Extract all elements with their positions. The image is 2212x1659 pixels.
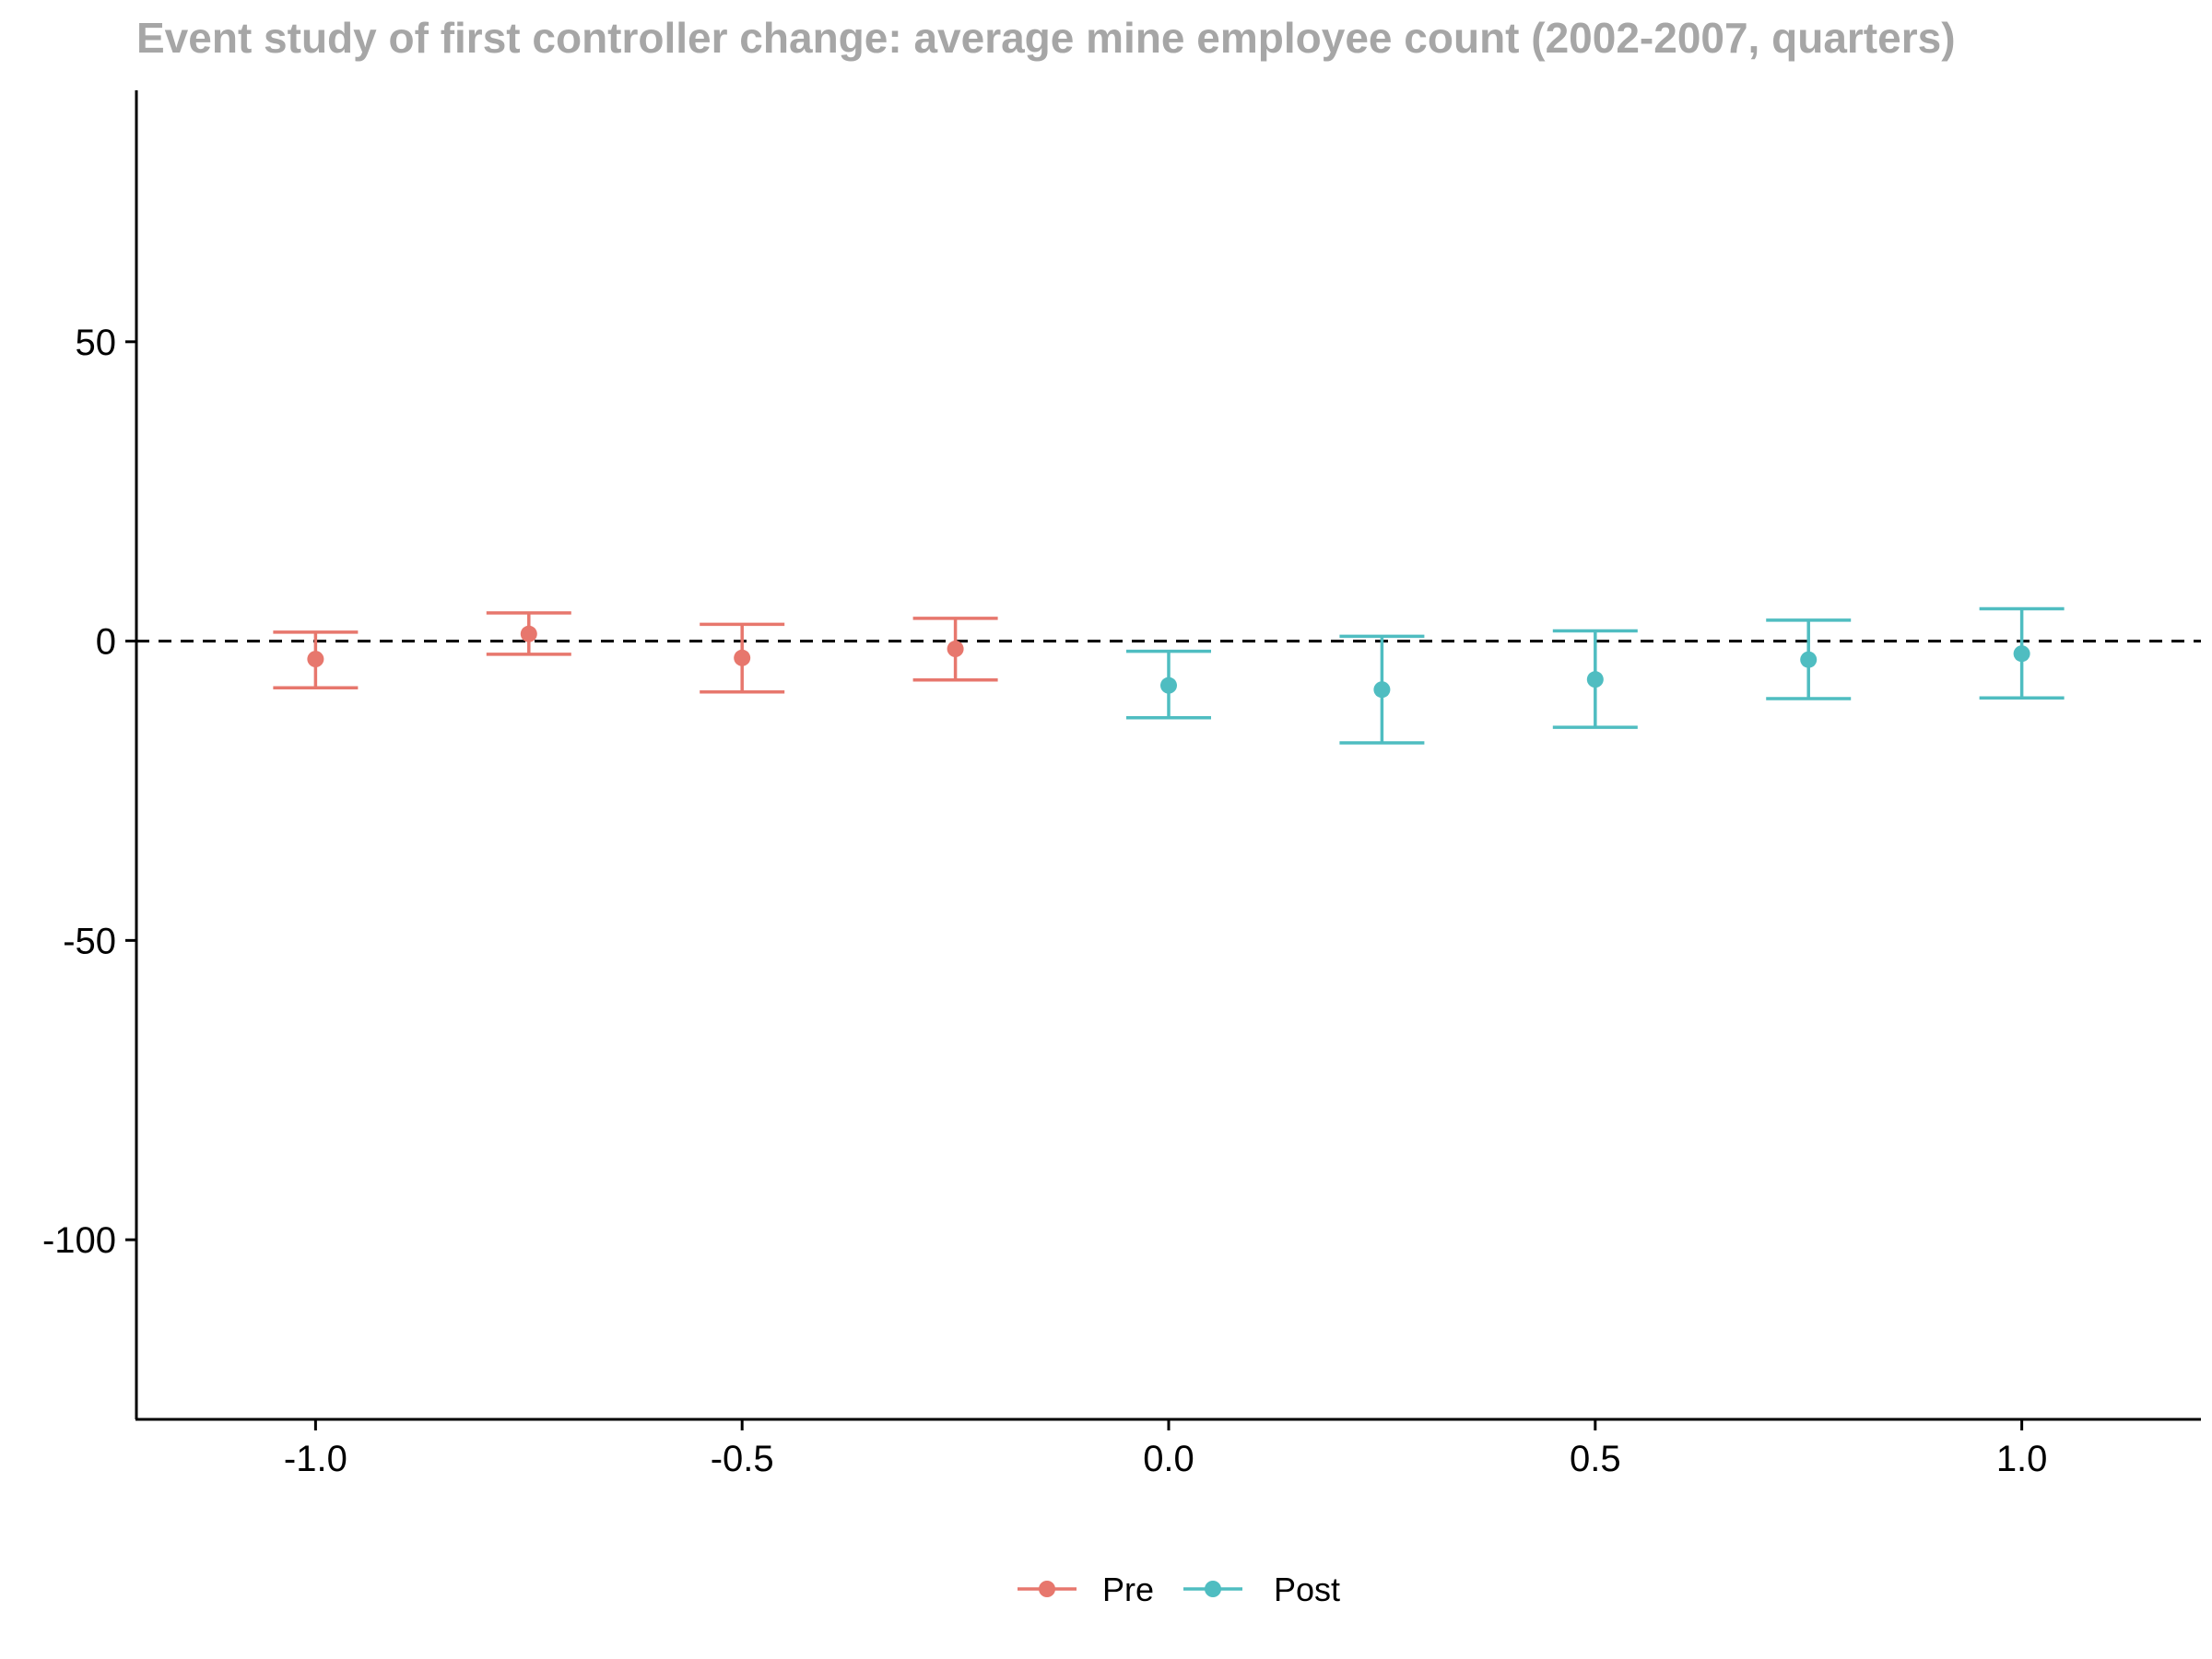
legend-item: Pre [1018,1571,1154,1608]
x-tick-label: -0.5 [711,1439,774,1479]
point-estimate [1373,681,1391,699]
y-tick-label: 0 [96,622,116,663]
x-tick-label: -1.0 [284,1439,347,1479]
error-bar-point [1552,629,1638,729]
point-estimate [1160,677,1177,694]
legend-item: Post [1183,1571,1340,1608]
point-estimate [734,649,751,666]
point-estimate [1586,671,1604,688]
point-estimate [1800,651,1818,668]
chart-title: Event study of first controller change: … [136,14,1956,62]
error-bar-marks [273,606,2065,745]
x-axis-ticks: -1.0 -0.5 0.0 0.5 1.0 [284,1419,2048,1479]
error-bar-point [1126,649,1211,720]
error-bar-point [1339,634,1425,745]
x-tick-label: 1.0 [1996,1439,2048,1479]
y-tick-label: -50 [63,921,116,961]
legend: Pre Post [1018,1571,1340,1608]
error-bar-point [1766,618,1852,700]
legend-key-point [1039,1581,1055,1597]
error-bar-point [273,630,359,690]
point-estimate [520,625,537,642]
error-bar-point [912,617,998,682]
x-tick-label: 0.5 [1570,1439,1621,1479]
y-axis-ticks: 50 0 -50 -100 [42,323,136,1261]
legend-label: Pre [1102,1571,1154,1608]
point-estimate [2013,645,2030,663]
point-estimate [307,651,324,668]
x-tick-label: 0.0 [1143,1439,1194,1479]
error-bar-point [700,622,785,694]
y-tick-label: -100 [42,1220,116,1261]
error-bar-point [486,611,571,656]
legend-key-point [1205,1581,1221,1597]
legend-label: Post [1274,1571,1340,1608]
error-bar-point [1979,606,2065,700]
y-tick-label: 50 [76,323,117,363]
point-estimate [947,641,964,658]
